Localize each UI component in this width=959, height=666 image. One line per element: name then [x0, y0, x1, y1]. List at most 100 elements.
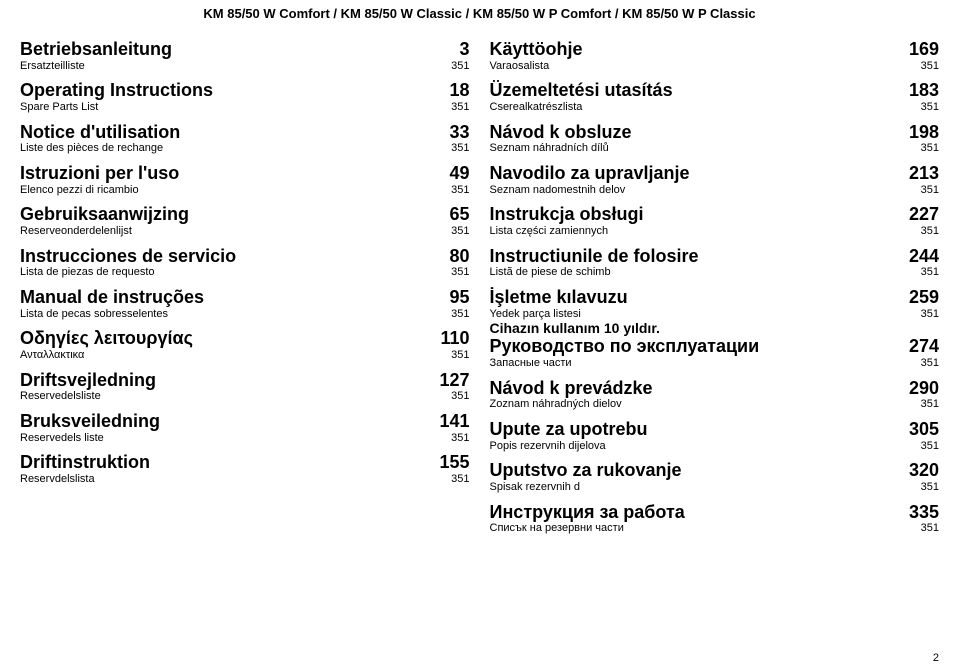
- toc-entry-main: Operating Instructions18: [20, 80, 470, 101]
- toc-entry-sub: Ανταλλακτικα351: [20, 349, 470, 362]
- toc-entry-main: Navodilo za upravljanje 213: [490, 163, 940, 184]
- toc-entry-sub: Listã de piese de schimb 351: [490, 266, 940, 279]
- toc-entry-main: Driftinstruktion 155: [20, 452, 470, 473]
- toc-entry-sub-page: 351: [915, 308, 939, 321]
- toc-entry-page: 305: [903, 419, 939, 440]
- toc-entry-sub-title: Seznam nadomestnih delov: [490, 184, 626, 197]
- toc-entry-sub: Spisak rezervnih d 351: [490, 481, 940, 494]
- toc-entry-sub-title: Listã de piese de schimb: [490, 266, 611, 279]
- toc-entry-title: Upute za upotrebu: [490, 419, 648, 440]
- toc-entry-sub-title: Spisak rezervnih d: [490, 481, 581, 494]
- toc-entry-title: Instructiunile de folosire: [490, 246, 699, 267]
- toc-entry-sub: Elenco pezzi di ricambio 351: [20, 184, 470, 197]
- toc-entry-sub: Cserealkatrészlista351: [490, 101, 940, 114]
- toc-entry-sub-page: 351: [915, 225, 939, 238]
- toc-entry-page: 244: [903, 246, 939, 267]
- toc-entry-title: Návod k prevádzke: [490, 378, 653, 399]
- toc-entry-sub-page: 351: [445, 308, 469, 321]
- toc-entry-title: Navodilo za upravljanje: [490, 163, 690, 184]
- toc-entry-sub: Lista de pecas sobresselentes 351: [20, 308, 470, 321]
- toc-entry-main: Üzemeltetési utasítás 183: [490, 80, 940, 101]
- toc-entry-sub-title: Zoznam náhradných dielov: [490, 398, 622, 411]
- toc-entry-sub-page: 351: [445, 390, 469, 403]
- toc-entry-sub-title: Liste des pièces de rechange: [20, 142, 163, 155]
- toc-entry-main: Istruzioni per l'uso49: [20, 163, 470, 184]
- toc-entry-sub-page: 351: [915, 481, 939, 494]
- toc-entry-main: Betriebsanleitung3: [20, 39, 470, 60]
- toc-entry-sub: Liste des pièces de rechange 351: [20, 142, 470, 155]
- toc-entry-sub-page: 351: [445, 225, 469, 238]
- toc-entry-sub-title: Elenco pezzi di ricambio: [20, 184, 139, 197]
- toc-entry-sub-title: Lista de piezas de requesto: [20, 266, 155, 279]
- toc-entry-sub: Yedek parça listesi351: [490, 308, 940, 321]
- toc-entry-title: Návod k obsluze: [490, 122, 632, 143]
- toc-left-column: Betriebsanleitung3Ersatzteilliste351Oper…: [20, 31, 470, 535]
- toc-entry-page: 183: [903, 80, 939, 101]
- toc-entry-page: 259: [903, 287, 939, 308]
- toc-entry-page: 227: [903, 204, 939, 225]
- toc-entry-sub-title: Spare Parts List: [20, 101, 98, 114]
- toc-entry-page: 18: [443, 80, 469, 101]
- toc-entry-sub: Lista de piezas de requesto 351: [20, 266, 470, 279]
- toc-entry-main: Notice d'utilisation33: [20, 122, 470, 143]
- toc-entry-page: 3: [453, 39, 469, 60]
- toc-entry-sub-page: 351: [445, 101, 469, 114]
- toc-entry-main: Käyttöohje169: [490, 39, 940, 60]
- toc-entry-page: 141: [433, 411, 469, 432]
- toc-entry-sub-title: Запасные части: [490, 357, 572, 370]
- toc-entry-sub-title: Seznam náhradních dílů: [490, 142, 609, 155]
- toc-entry-sub: Ersatzteilliste351: [20, 60, 470, 73]
- toc-entry-sub-page: 351: [915, 357, 939, 370]
- page-number: 2: [933, 652, 939, 664]
- toc-entry-main: Manual de instruções95: [20, 287, 470, 308]
- toc-entry-main: Instrukcja obsługi227: [490, 204, 940, 225]
- toc-entry-sub-page: 351: [445, 184, 469, 197]
- toc-entry-main: Instructiunile de folosire 244: [490, 246, 940, 267]
- toc-entry-sub: Varaosalista351: [490, 60, 940, 73]
- toc-entry-main: Instrucciones de servicio80: [20, 246, 470, 267]
- toc-entry-sub: Zoznam náhradných dielov351: [490, 398, 940, 411]
- toc-entry-title: Käyttöohje: [490, 39, 583, 60]
- toc-entry-sub-page: 351: [445, 266, 469, 279]
- toc-entry-title: Driftsvejledning: [20, 370, 156, 391]
- toc-entry-sub-page: 351: [445, 473, 469, 486]
- toc-entry-title: Istruzioni per l'uso: [20, 163, 179, 184]
- toc-entry-title: Notice d'utilisation: [20, 122, 180, 143]
- toc-entry-sub-page: 351: [915, 184, 939, 197]
- toc-entry-sub-title: Reservedels liste: [20, 432, 104, 445]
- toc-entry-main: Bruksveiledning 141: [20, 411, 470, 432]
- toc-entry-title: Uputstvo za rukovanje: [490, 460, 682, 481]
- toc-entry-sub-page: 351: [915, 440, 939, 453]
- toc-entry-main: Návod k obsluze198: [490, 122, 940, 143]
- toc-entry-sub-page: 351: [445, 142, 469, 155]
- toc-entry-sub-title: Списък на резервни части: [490, 522, 624, 535]
- toc-entry-sub: Spare Parts List 351: [20, 101, 470, 114]
- toc-entry-main: Руководство по эксплуатации274: [490, 336, 940, 357]
- toc-entry-main: Driftsvejledning 127: [20, 370, 470, 391]
- toc-entry-title: Instrucciones de servicio: [20, 246, 236, 267]
- toc-entry-sub-page: 351: [915, 142, 939, 155]
- toc-entry-page: 155: [433, 452, 469, 473]
- toc-entry-sub-title: Lista de pecas sobresselentes: [20, 308, 168, 321]
- toc-entry-title: Οδηγίες λειτουργίας: [20, 328, 193, 349]
- toc-entry-page: 110: [434, 328, 469, 349]
- toc-entry-sub: Reservedelsliste351: [20, 390, 470, 403]
- toc-right-column: Käyttöohje169Varaosalista351Üzemeltetési…: [490, 31, 940, 535]
- toc-entry-sub-page: 351: [915, 101, 939, 114]
- toc-entry-sub-page: 351: [915, 266, 939, 279]
- toc-entry-sub2: Cihazın kullanım 10 yıldır.: [490, 320, 940, 336]
- toc-entry-page: 127: [433, 370, 469, 391]
- toc-entry-title: Üzemeltetési utasítás: [490, 80, 673, 101]
- toc-entry-sub: Seznam náhradních dílů 351: [490, 142, 940, 155]
- toc-entry-title: Bruksveiledning: [20, 411, 160, 432]
- toc-columns: Betriebsanleitung3Ersatzteilliste351Oper…: [20, 31, 939, 535]
- toc-entry-title: Driftinstruktion: [20, 452, 150, 473]
- toc-entry-sub-page: 351: [445, 432, 469, 445]
- toc-entry-page: 213: [903, 163, 939, 184]
- toc-entry-sub-title: Varaosalista: [490, 60, 550, 73]
- toc-entry-sub: Reservdelslista351: [20, 473, 470, 486]
- toc-entry-sub-title: Lista części zamiennych: [490, 225, 609, 238]
- toc-entry-sub-title: Ersatzteilliste: [20, 60, 85, 73]
- toc-entry-page: 274: [903, 336, 939, 357]
- toc-entry-main: Uputstvo za rukovanje320: [490, 460, 940, 481]
